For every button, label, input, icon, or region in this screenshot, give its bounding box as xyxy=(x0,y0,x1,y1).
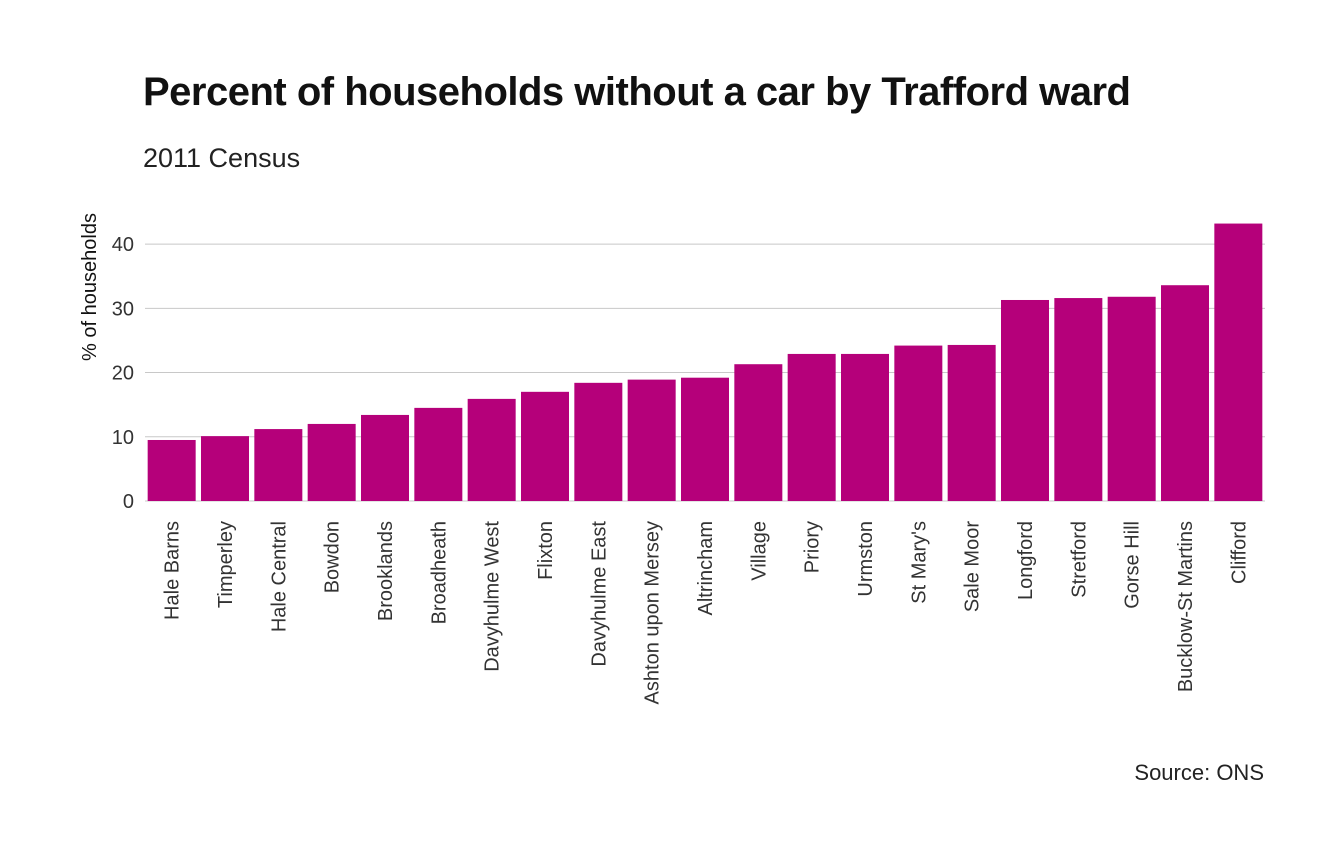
x-tick-label: Priory xyxy=(802,521,824,573)
chart-subtitle: 2011 Census xyxy=(143,143,301,173)
y-axis-ticks: 0 10 20 30 40 xyxy=(112,234,134,513)
bar xyxy=(1001,299,1049,501)
bar xyxy=(1161,285,1209,501)
x-tick-label: Longford xyxy=(1015,521,1037,600)
bars xyxy=(147,223,1263,501)
bar xyxy=(414,407,463,501)
bar xyxy=(467,398,516,501)
y-tick-label: 10 xyxy=(112,427,134,449)
y-tick-label: 40 xyxy=(112,234,134,256)
x-tick-label: Sale Moor xyxy=(962,521,984,612)
x-tick-label: Ashton upon Mersey xyxy=(642,521,664,704)
bar xyxy=(574,382,623,501)
source-caption: Source: ONS xyxy=(1134,760,1264,785)
x-tick-label: Bucklow-St Martins xyxy=(1175,521,1197,692)
bar xyxy=(734,364,783,501)
y-tick-label: 0 xyxy=(123,491,134,513)
chart-title: Percent of households without a car by T… xyxy=(143,70,1131,114)
x-tick-label: Broadheath xyxy=(428,521,450,624)
x-tick-label: Urmston xyxy=(855,521,877,597)
x-tick-label: Davyhulme West xyxy=(482,521,504,672)
x-tick-label: Altrincham xyxy=(695,521,717,615)
y-tick-label: 30 xyxy=(112,298,134,320)
x-tick-label: Village xyxy=(748,521,770,581)
bar xyxy=(521,391,569,501)
y-axis-label: % of households xyxy=(79,213,101,361)
x-tick-label: Clifford xyxy=(1228,521,1250,584)
x-tick-label: Brooklands xyxy=(375,521,397,621)
x-tick-label: Bowdon xyxy=(322,521,344,593)
x-tick-label: Gorse Hill xyxy=(1122,521,1144,609)
bar xyxy=(841,353,889,501)
bar xyxy=(681,377,729,501)
bar xyxy=(361,414,409,501)
x-tick-label: Hale Central xyxy=(268,521,290,632)
bar xyxy=(894,345,943,501)
bar xyxy=(147,439,196,501)
bar xyxy=(627,379,676,501)
bar xyxy=(1107,296,1156,501)
bar xyxy=(201,436,249,501)
y-tick-label: 20 xyxy=(112,363,134,385)
bar xyxy=(307,423,356,501)
x-axis-ticks: Hale Barns Timperley Hale Central Bowdon Bro… xyxy=(162,521,1251,705)
x-tick-label: Timperley xyxy=(215,521,237,608)
x-tick-label: Hale Barns xyxy=(162,521,184,620)
bar xyxy=(1054,298,1103,501)
bar xyxy=(947,344,996,501)
bar xyxy=(787,353,836,501)
bar xyxy=(254,429,303,501)
bar xyxy=(1214,223,1263,501)
x-tick-label: St Mary's xyxy=(908,521,930,604)
x-tick-label: Flixton xyxy=(535,521,557,580)
x-tick-label: Stretford xyxy=(1068,521,1090,598)
x-tick-label: Davyhulme East xyxy=(588,521,610,667)
